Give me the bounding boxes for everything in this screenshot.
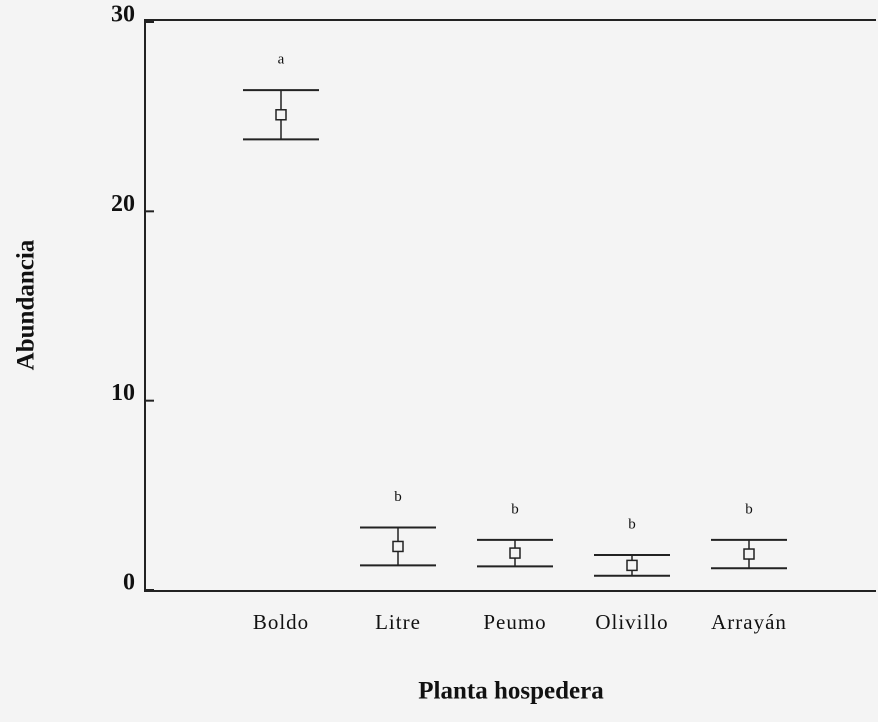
y-tick-label: 30 — [111, 2, 135, 28]
plot-frame — [144, 19, 876, 592]
annotation: b — [511, 501, 519, 517]
annotation: a — [278, 52, 285, 68]
annotation: b — [394, 489, 402, 505]
annotation: b — [628, 516, 636, 532]
y-tick-label: 20 — [111, 191, 135, 217]
x-tick-label: Peumo — [483, 610, 546, 634]
x-tick-label: Litre — [375, 610, 421, 634]
mean-marker — [743, 548, 755, 560]
mean-marker — [626, 559, 638, 572]
annotation: b — [745, 501, 753, 517]
y-axis-title: Abundancia — [13, 239, 40, 370]
y-tick-label: 10 — [111, 380, 135, 406]
x-tick-label: Olivillo — [595, 610, 668, 634]
mean-marker — [392, 540, 404, 553]
mean-marker — [275, 109, 287, 121]
x-tick-label: Boldo — [253, 610, 309, 634]
x-axis-title: Planta hospedera — [418, 678, 604, 705]
x-tick-label: Arrayán — [711, 610, 787, 634]
y-tick-label: 0 — [123, 570, 135, 596]
mean-marker — [509, 547, 521, 559]
